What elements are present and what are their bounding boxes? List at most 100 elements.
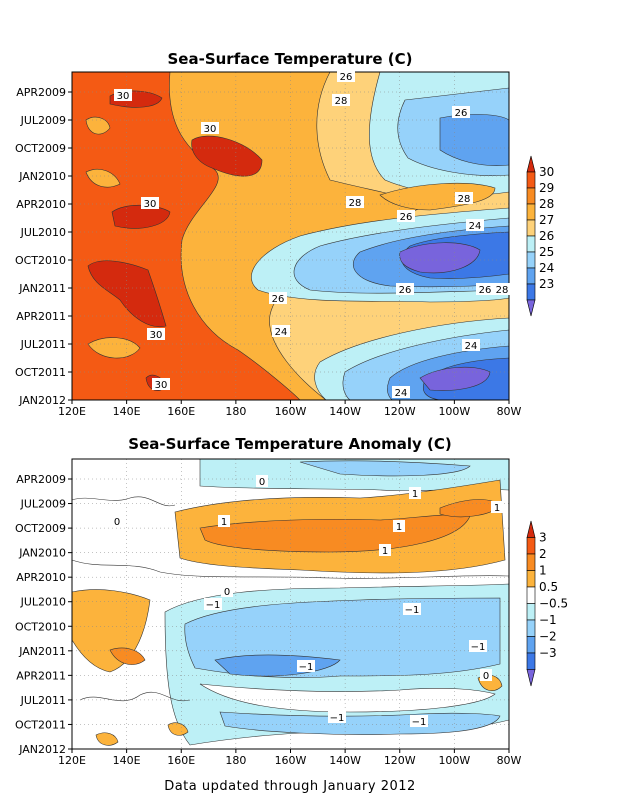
sst-contour-label-text: 24 xyxy=(275,327,288,338)
sst-colorbar-swatch xyxy=(526,267,536,285)
sst-contour-label: 28 xyxy=(455,192,473,205)
anom-neg-region xyxy=(299,460,471,477)
anom-zero-contour xyxy=(71,496,176,507)
sst-contour-label-box xyxy=(337,70,355,82)
sst-contour-label: 30 xyxy=(201,122,219,135)
anom-contour-label-text: −1 xyxy=(405,605,420,616)
anom-colorbar-swatch xyxy=(526,619,536,637)
sst-contour-label-text: 24 xyxy=(469,221,482,232)
sst-28-pocket xyxy=(85,116,111,135)
anom-contour-label-text: 1 xyxy=(221,517,227,528)
sst-x-tick-label: 160E xyxy=(167,405,195,418)
sst-contour-label-text: 28 xyxy=(458,194,471,205)
anom-colorbar-swatch xyxy=(526,586,536,604)
sst-colorbar-swatch xyxy=(526,219,536,237)
anom-x-tick-label: 120W xyxy=(384,754,416,767)
anom-neutral-region xyxy=(199,683,496,713)
anom-pos-region xyxy=(95,732,119,746)
anom-contour-label-box xyxy=(410,715,428,727)
anom-x-tick-label: 140W xyxy=(329,754,361,767)
sst-colorbar-label: 23 xyxy=(539,277,554,291)
sst-contour-label-text: 26 xyxy=(400,212,413,223)
anom-contour-label: −1 xyxy=(204,598,222,611)
anom-contour-label-box xyxy=(328,711,346,723)
anom-field xyxy=(71,458,510,749)
sst-x-tick-label: 180 xyxy=(225,405,246,418)
anom-pos-region xyxy=(109,647,146,665)
sst-contour-label: 30 xyxy=(152,378,170,391)
anom-contour-label-text: −1 xyxy=(412,717,427,728)
anom-colorbar-label: −3 xyxy=(539,646,557,660)
sst-y-tick-label: APR2009 xyxy=(16,86,66,99)
sst-contour-label-box xyxy=(397,210,415,222)
sst-x-tick-label: 120W xyxy=(384,405,416,418)
sst-contour-label: 26 xyxy=(337,70,355,83)
anom-contour-label-box xyxy=(480,669,492,681)
sst-contour-label: 26 xyxy=(396,283,414,296)
anom-contour-label-box xyxy=(403,603,421,615)
sst-contour-label-box xyxy=(114,89,132,101)
sst-contour-label: 26 xyxy=(397,210,415,223)
sst-panel: Sea-Surface Temperature (C) xyxy=(15,50,554,418)
anom-contour-label-text: −1 xyxy=(471,642,486,653)
anom-contour-label: 1 xyxy=(393,520,405,533)
anom-colorbar-swatch xyxy=(526,570,536,588)
anom-colorbar-label: −1 xyxy=(539,613,557,627)
sst-colorbar-label: 27 xyxy=(539,213,554,227)
anom-colorbar-swatch xyxy=(526,669,536,687)
sst-contour-label: 28 xyxy=(332,94,350,107)
anom-y-tick-label: OCT2009 xyxy=(15,522,66,535)
anom-x-tick-label: 160E xyxy=(167,754,195,767)
anom-colorbar-label: −0.5 xyxy=(539,597,568,611)
anom-contour-label-box xyxy=(297,660,315,672)
sst-contour-label-text: 30 xyxy=(150,330,163,341)
anom-zero-contour xyxy=(79,691,191,702)
sst-contour-label-box xyxy=(269,292,287,304)
sst-y-tick-label: OCT2011 xyxy=(15,366,66,379)
sst-colorbar-label: 30 xyxy=(539,165,554,179)
anom-contour-label: −1 xyxy=(469,640,487,653)
sst-x-tick-label: 80W xyxy=(497,405,522,418)
sst-colorbar-swatch xyxy=(526,283,536,301)
anom-colorbar: 3 2 1 0.5 −0.5 −1 −2 −3 xyxy=(526,520,568,687)
anom-colorbar-swatch xyxy=(526,636,536,654)
anom-colorbar-label: −2 xyxy=(539,630,557,644)
anom-colorbar-label: 3 xyxy=(539,531,547,545)
sst-colorbar-swatch xyxy=(526,235,536,253)
sst-contour-label: 30 xyxy=(141,197,159,210)
sst-contour-label: 24 xyxy=(272,325,290,338)
anom-colorbar-swatch xyxy=(526,553,536,571)
sst-colorbar-label: 24 xyxy=(539,261,554,275)
anom-contour-label-text: 1 xyxy=(494,503,500,514)
anom-x-tick-label: 140E xyxy=(113,754,141,767)
anom-contour-label-text: −1 xyxy=(206,600,221,611)
sst-contour-label-box xyxy=(493,283,511,295)
sst-contour-label-box xyxy=(462,339,480,351)
sst-colorbar-swatch xyxy=(526,299,536,317)
sst-y-tick-label: APR2011 xyxy=(16,310,66,323)
sst-colorbar-label: 29 xyxy=(539,181,554,195)
anom-contour-label: 0 xyxy=(480,669,492,682)
sst-colorbar-swatch xyxy=(526,187,536,205)
sst-contour-label-text: 24 xyxy=(465,341,478,352)
sst-contour-label-box xyxy=(476,283,494,295)
sst-contour-label-text: 26 xyxy=(340,72,353,83)
sst-y-tick-label: JAN2011 xyxy=(18,282,66,295)
sst-colorbar-label: 25 xyxy=(539,245,554,259)
anom-contour-label-box xyxy=(491,501,503,513)
sst-contour-label-box xyxy=(272,325,290,337)
anom-colorbar-swatch xyxy=(526,537,536,555)
sst-contour-label-text: 28 xyxy=(496,285,509,296)
sst-28-pocket xyxy=(87,337,141,359)
sst-y-axis: APR2009 JUL2009 OCT2009 JAN2010 APR2010 JUL20… xyxy=(15,86,72,407)
anom-contour-label-box xyxy=(469,640,487,652)
anom-contour-label: 1 xyxy=(218,515,230,528)
sst-contour-label: 28 xyxy=(493,283,511,296)
sst-y-tick-label: JUL2009 xyxy=(20,114,66,127)
sst-contour-label-text: 24 xyxy=(395,388,408,399)
sst-colorbar-label: 28 xyxy=(539,197,554,211)
sst-contour-label: 24 xyxy=(466,219,484,232)
anom-y-tick-label: JAN2011 xyxy=(18,645,66,658)
sst-x-tick-label: 160W xyxy=(275,405,307,418)
